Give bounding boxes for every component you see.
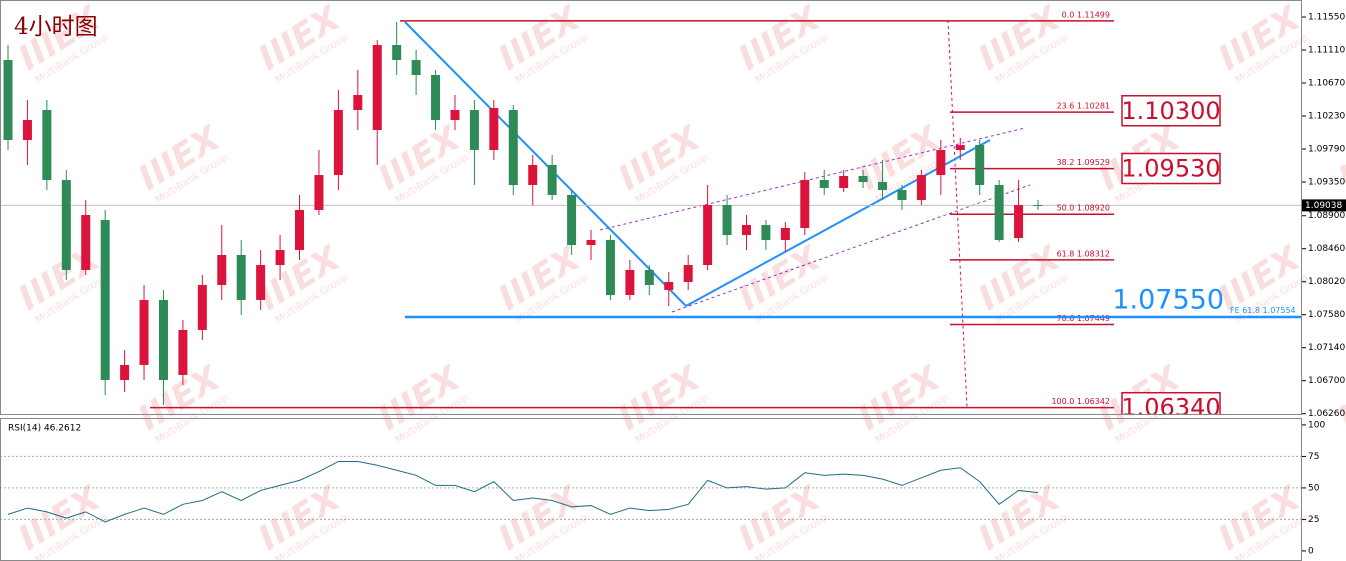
y-tick-label: 1.08900: [1308, 211, 1345, 221]
candle-body: [333, 110, 343, 176]
candle-body: [664, 281, 674, 290]
candle-body: [994, 185, 1004, 240]
candle-body: [61, 179, 71, 270]
candle-body: [975, 145, 985, 186]
price-axis: 1.11550 1.11110 1.10670 1.10230 1.09790 1.093…: [1302, 13, 1346, 556]
candle-body: [1014, 205, 1024, 239]
candle-body: [431, 74, 441, 120]
fib-label: 100.0 1.06342: [1051, 397, 1110, 406]
y-tick-label: 1.08020: [1308, 277, 1345, 287]
candle-body: [22, 119, 32, 141]
price-box-label: 1.10300: [1121, 97, 1220, 125]
fe-label: FE 61.8 1.07554: [1230, 306, 1296, 315]
price-box: [1121, 152, 1221, 185]
candle-body: [703, 205, 713, 266]
candle-body: [761, 224, 771, 240]
fib-label: 50.0 1.08920: [1057, 204, 1110, 213]
candle-body: [819, 179, 829, 189]
rsi-tick-label: 25: [1308, 515, 1319, 525]
y-tick-label: 1.11550: [1308, 13, 1345, 23]
candle-body: [314, 175, 324, 210]
candle-body: [295, 209, 305, 251]
candle-body: [858, 176, 868, 183]
candle-body: [528, 164, 538, 186]
y-tick-label: 1.10230: [1308, 112, 1345, 122]
y-tick-label: 1.09790: [1308, 145, 1345, 155]
candle-body: [158, 299, 168, 380]
candle-body: [450, 110, 460, 120]
fib-label: 61.8 1.08312: [1057, 249, 1110, 258]
candle-body: [878, 182, 888, 191]
price-panel-border: [0, 0, 1302, 415]
candle-body: [197, 284, 207, 330]
candle-body: [489, 107, 499, 150]
channel-line: [599, 127, 1026, 231]
candle-body: [392, 44, 402, 60]
rsi-panel: [0, 455, 1302, 523]
price-box-label: 1.06340: [1121, 394, 1220, 422]
candle-body: [741, 224, 751, 236]
candle-body: [916, 175, 926, 201]
candle-body: [839, 176, 849, 189]
candle-body: [1033, 205, 1043, 207]
candle-body: [955, 145, 965, 150]
candle-body: [469, 110, 479, 150]
candle-body: [100, 220, 110, 380]
candle-body: [625, 269, 635, 296]
candle-body: [567, 194, 577, 245]
rsi-tick-label: 50: [1308, 483, 1320, 493]
y-tick-label: 1.09350: [1308, 178, 1345, 188]
y-tick-label: 1.07580: [1308, 310, 1345, 320]
candle-body: [275, 250, 285, 266]
price-box-label: 1.09530: [1121, 155, 1220, 183]
fib-label: 23.6 1.10281: [1057, 102, 1110, 111]
candle-body: [508, 110, 518, 186]
y-tick-label: 1.10670: [1308, 79, 1345, 89]
last-price-label: 1.09038: [1305, 201, 1342, 211]
y-tick-label: 1.07140: [1308, 343, 1345, 353]
candle-body: [683, 265, 693, 282]
candle-body: [722, 205, 732, 236]
y-tick-label: 1.11110: [1308, 46, 1345, 56]
y-tick-label: 1.06260: [1308, 409, 1345, 419]
candle-body: [780, 227, 790, 240]
fib-label: 0.0 1.11499: [1062, 10, 1110, 19]
fib-label: 38.2 1.09529: [1057, 158, 1110, 167]
candle-body: [936, 149, 946, 176]
candle-body: [800, 179, 810, 228]
candle-body: [139, 299, 149, 365]
rsi-tick-label: 0: [1308, 546, 1314, 556]
candle-body: [411, 59, 421, 75]
chart-title: 4小时图: [14, 14, 98, 40]
candle-body: [178, 329, 188, 375]
rsi-label: RSI(14) 46.2612: [8, 424, 81, 434]
candle-body: [547, 164, 557, 195]
price-box: [1121, 391, 1221, 415]
candle-body: [372, 44, 382, 131]
candle-body: [586, 239, 596, 245]
candle-body: [644, 269, 654, 285]
last-price-tag: [1302, 199, 1346, 212]
candle-body: [42, 110, 52, 180]
price-panel: 0.0 1.11499 23.6 1.10281 38.2 1.09529 50.0 …: [0, 10, 1302, 422]
target-label: 1.07550: [1112, 284, 1224, 315]
price-box: [1121, 95, 1221, 127]
rsi-tick-label: 75: [1308, 452, 1319, 462]
candle-body: [605, 239, 615, 296]
candle-body: [897, 190, 907, 201]
candle-body: [256, 265, 266, 300]
y-tick-label: 1.06700: [1308, 376, 1345, 386]
trend-line: [404, 21, 687, 307]
candle-body: [3, 59, 13, 141]
rsi-tick-label: 100: [1308, 420, 1325, 430]
candle-body: [120, 364, 130, 380]
candle-body: [236, 254, 246, 300]
candle-body: [217, 254, 227, 285]
candle-body: [81, 214, 91, 270]
rsi-line: [7, 460, 1039, 523]
fib-label: 78.6 1.07449: [1057, 314, 1110, 323]
y-tick-label: 1.08460: [1308, 244, 1345, 254]
candle-body: [353, 95, 363, 111]
